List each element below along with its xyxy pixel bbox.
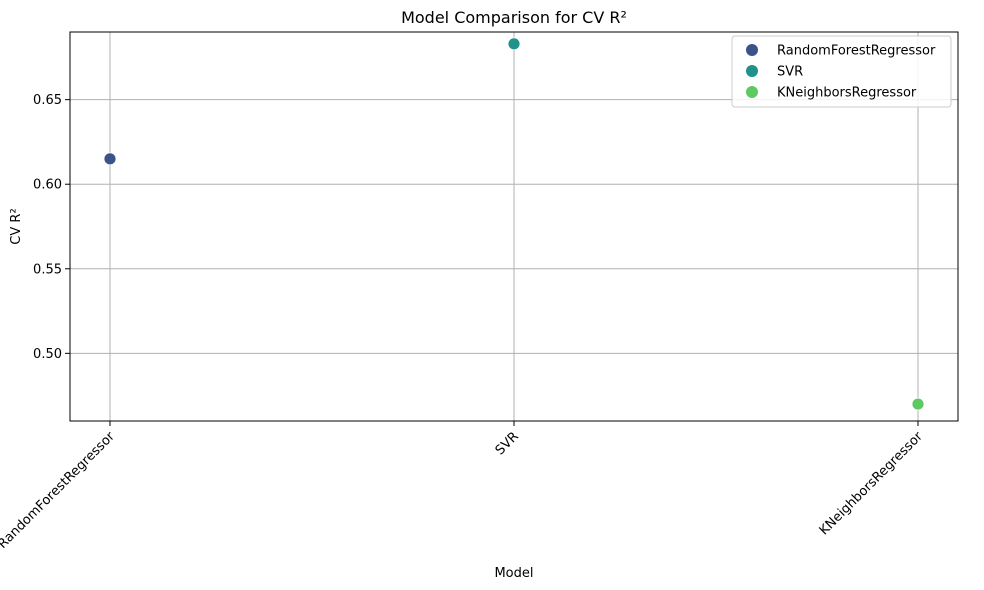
x-axis-label: Model — [494, 566, 533, 581]
x-axis-ticks: RandomForestRegressor SVR KNeighborsRegres… — [0, 421, 926, 552]
y-tick-label: 0.60 — [33, 178, 62, 193]
legend-label: RandomForestRegressor — [777, 44, 936, 59]
y-tick-label: 0.50 — [33, 347, 62, 362]
y-axis-ticks: 0.50 0.55 0.60 0.65 — [33, 93, 70, 362]
y-tick-label: 0.55 — [33, 262, 62, 277]
legend-marker — [746, 44, 758, 56]
legend: RandomForestRegressor SVR KNeighborsRegres… — [731, 35, 952, 108]
x-tick-label: RandomForestRegressor — [0, 429, 118, 552]
legend-marker — [746, 86, 758, 98]
data-point — [103, 152, 117, 166]
x-tick-label: KNeighborsRegressor — [817, 429, 927, 539]
data-point — [507, 37, 521, 51]
y-tick-label: 0.65 — [33, 93, 62, 108]
legend-label: KNeighborsRegressor — [777, 86, 917, 101]
x-tick-label: SVR — [493, 429, 522, 458]
legend-box — [731, 35, 952, 108]
y-axis-label: CV R² — [9, 208, 24, 244]
legend-label: SVR — [777, 65, 803, 80]
legend-marker — [746, 65, 758, 77]
plot-frame — [69, 31, 959, 422]
chart-title: Model Comparison for CV R² — [401, 8, 627, 27]
data-point — [911, 397, 925, 411]
data-points — [103, 37, 925, 411]
